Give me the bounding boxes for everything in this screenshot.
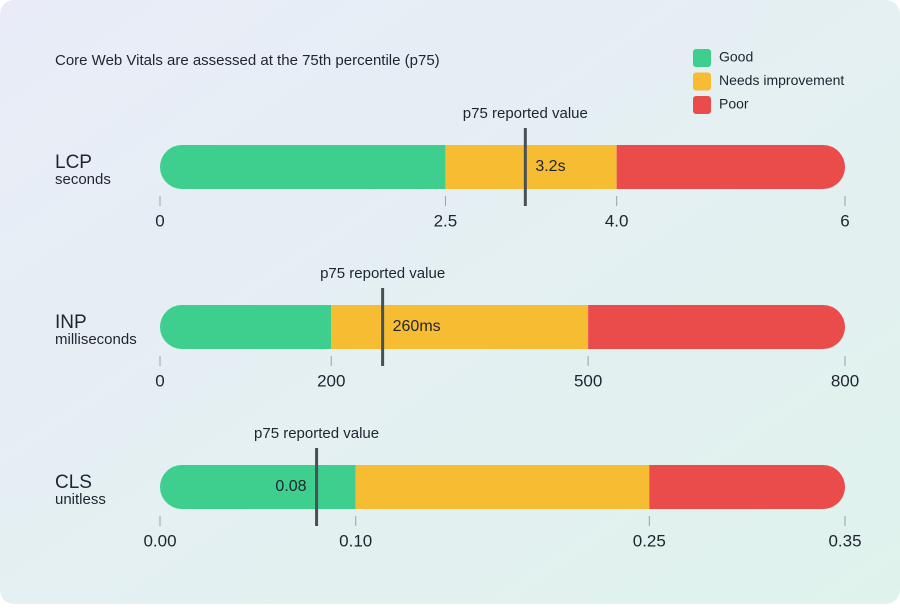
x-tick-label: 800 [831,371,859,390]
bar [160,465,845,509]
bar-segment [160,465,356,509]
bar-segment [616,145,845,189]
x-tick-label: 0.00 [143,531,176,550]
x-tick-label: 4.0 [605,211,629,230]
x-tick-label: 200 [317,371,345,390]
x-tick-label: 2.5 [434,211,458,230]
bar-segment [588,305,845,349]
x-tick-label: 500 [574,371,602,390]
bar-segment [355,465,650,509]
x-tick-label: 0 [155,211,164,230]
legend-label: Good [719,49,753,65]
legend-swatch [693,49,711,67]
marker-value-label: 3.2s [535,158,565,175]
bar-segment [331,305,589,349]
metric-unit: unitless [55,491,106,508]
x-tick-label: 0 [155,371,164,390]
marker-label: p75 reported value [463,105,588,122]
legend-label: Needs improvement [719,72,844,88]
x-tick-label: 0.35 [828,531,861,550]
metric-unit: milliseconds [55,331,137,348]
x-tick-label: 0.25 [633,531,666,550]
bar [160,145,845,189]
legend-label: Poor [719,96,749,112]
metric-name: LCP [55,152,92,173]
x-tick-label: 6 [840,211,849,230]
bar-segment [160,145,446,189]
bar-segment [160,305,332,349]
metric-name: CLS [55,472,92,493]
metric-unit: seconds [55,171,111,188]
marker-value-label: 260ms [393,318,441,335]
x-tick-label: 0.10 [339,531,372,550]
legend-swatch [693,72,711,91]
marker-label: p75 reported value [320,265,445,282]
chart-title: Core Web Vitals are assessed at the 75th… [55,52,440,69]
metric-name: INP [55,312,87,333]
marker-label: p75 reported value [254,425,379,442]
bar [160,305,845,349]
marker-value-label: 0.08 [275,478,306,495]
bar-segment [445,145,617,189]
legend-swatch [693,96,711,114]
bar-segment [649,465,845,509]
